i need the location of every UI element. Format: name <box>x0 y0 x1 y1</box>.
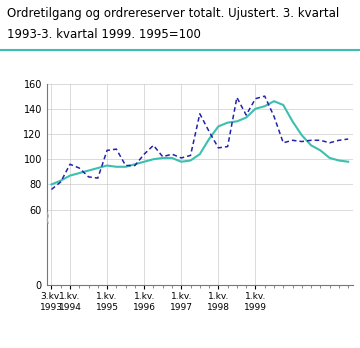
Tilgang <box>328 141 332 145</box>
Text: 1993-3. kvartal 1999. 1995=100: 1993-3. kvartal 1999. 1995=100 <box>7 28 201 41</box>
Reserve <box>300 133 304 137</box>
Tilgang <box>142 152 146 156</box>
Reserve <box>114 165 118 169</box>
Reserve <box>309 143 313 148</box>
Tilgang <box>123 164 128 168</box>
Tilgang <box>114 147 118 151</box>
Tilgang <box>170 152 174 156</box>
Text: Ordretilgang og ordrereserver totalt. Ujustert. 3. kvartal: Ordretilgang og ordrereserver totalt. Uj… <box>7 7 339 20</box>
Tilgang <box>291 138 295 142</box>
Line: Reserve: Reserve <box>51 101 348 184</box>
Reserve <box>142 160 146 164</box>
Tilgang <box>216 146 221 150</box>
Reserve <box>49 182 54 187</box>
Reserve <box>318 148 323 152</box>
Reserve <box>291 119 295 124</box>
Reserve <box>68 174 72 178</box>
Reserve <box>207 137 211 141</box>
Tilgang <box>68 162 72 166</box>
Tilgang <box>244 113 248 117</box>
Tilgang <box>281 141 285 145</box>
Tilgang <box>272 114 276 118</box>
Tilgang <box>133 164 137 168</box>
Reserve <box>244 116 248 120</box>
Tilgang <box>49 187 54 191</box>
Tilgang <box>337 138 341 142</box>
Reserve <box>328 156 332 160</box>
Tilgang <box>151 143 156 148</box>
Reserve <box>235 119 239 124</box>
Reserve <box>86 168 91 173</box>
Reserve <box>105 164 109 168</box>
Reserve <box>133 162 137 166</box>
Reserve <box>198 152 202 156</box>
Reserve <box>77 171 81 175</box>
Tilgang <box>188 153 193 158</box>
Reserve <box>216 124 221 128</box>
Reserve <box>59 179 63 183</box>
Reserve <box>337 158 341 163</box>
Tilgang <box>198 112 202 116</box>
Reserve <box>253 106 258 111</box>
Tilgang <box>59 180 63 184</box>
Tilgang <box>300 140 304 144</box>
Reserve <box>188 158 193 163</box>
Tilgang <box>262 94 267 98</box>
Tilgang <box>225 144 230 149</box>
Tilgang <box>179 156 183 160</box>
Tilgang <box>207 129 211 134</box>
Reserve <box>161 156 165 160</box>
Tilgang <box>77 166 81 170</box>
Reserve <box>170 156 174 160</box>
Tilgang <box>309 138 313 142</box>
Reserve <box>151 157 156 161</box>
Reserve <box>225 120 230 125</box>
Reserve <box>281 103 285 107</box>
Tilgang <box>105 148 109 152</box>
Reserve <box>346 160 350 164</box>
Tilgang <box>96 176 100 180</box>
Tilgang <box>235 95 239 100</box>
Line: Tilgang: Tilgang <box>51 96 348 189</box>
Tilgang <box>86 175 91 179</box>
Reserve <box>262 104 267 108</box>
Tilgang <box>346 137 350 141</box>
Reserve <box>272 99 276 103</box>
Reserve <box>123 165 128 169</box>
Tilgang <box>318 138 323 142</box>
Reserve <box>96 166 100 170</box>
Reserve <box>179 160 183 164</box>
Tilgang <box>253 96 258 101</box>
Tilgang <box>161 155 165 159</box>
